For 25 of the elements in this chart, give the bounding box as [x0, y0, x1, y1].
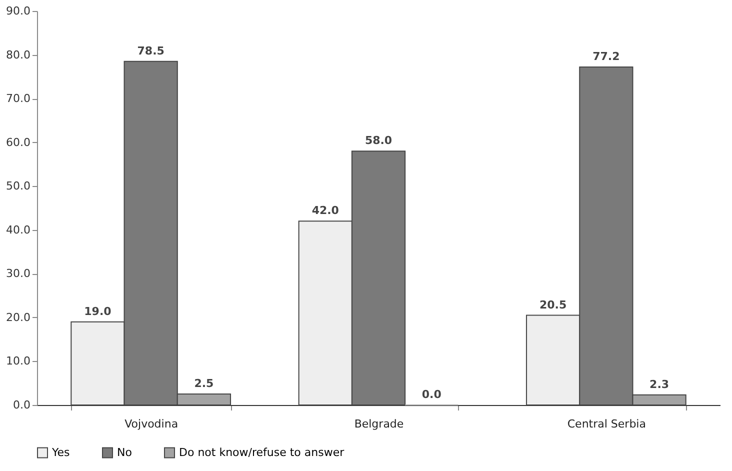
data-label: 19.0 — [84, 304, 112, 318]
data-label: 78.5 — [137, 44, 164, 58]
x-tick-label: Vojvodina — [124, 418, 178, 430]
x-tick-label: Belgrade — [354, 418, 404, 430]
y-tick-label: 10.0 — [6, 354, 30, 368]
data-label: 20.5 — [539, 298, 567, 312]
y-tick-label: 30.0 — [6, 267, 30, 280]
y-tick-label: 70.0 — [6, 92, 30, 106]
data-label: 2.3 — [650, 378, 670, 391]
data-label: 77.2 — [592, 50, 620, 64]
y-tick-label: 20.0 — [6, 310, 30, 324]
data-label: 0.0 — [422, 388, 442, 401]
y-tick-label: 50.0 — [6, 180, 30, 193]
data-label: 42.0 — [312, 204, 340, 218]
legend-label: Do not know/refuse to answer — [179, 446, 345, 459]
y-tick-label: 0.0 — [13, 398, 30, 412]
data-label: 2.5 — [194, 377, 214, 390]
y-tick-label: 40.0 — [6, 223, 30, 236]
y-tick-label: 90.0 — [6, 4, 30, 18]
legend-label: No — [117, 446, 132, 459]
legend-label: Yes — [51, 446, 70, 459]
x-tick-label: Central Serbia — [567, 418, 646, 430]
data-label: 58.0 — [364, 134, 392, 148]
y-tick-label: 60.0 — [6, 136, 30, 149]
y-tick-label: 80.0 — [6, 48, 30, 62]
